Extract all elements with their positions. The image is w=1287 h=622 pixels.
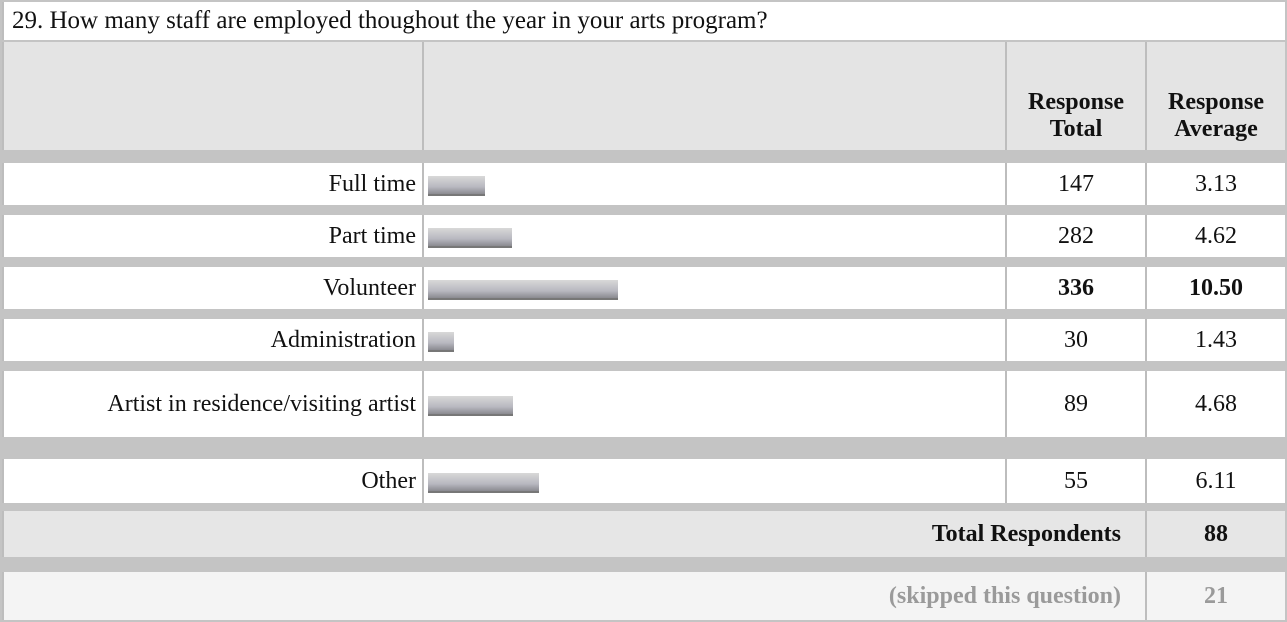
header-blank bbox=[2, 42, 422, 150]
bar-cell bbox=[422, 319, 1005, 361]
response-total: 30 bbox=[1005, 319, 1145, 361]
response-total: 282 bbox=[1005, 215, 1145, 257]
header-blank bbox=[422, 42, 1005, 150]
bar bbox=[428, 228, 512, 248]
row-label: Artist in residence/visiting artist bbox=[2, 371, 422, 437]
column-header: Response Average bbox=[1145, 42, 1285, 150]
bar-cell bbox=[422, 371, 1005, 437]
response-average: 10.50 bbox=[1145, 267, 1285, 309]
row-label: Administration bbox=[2, 319, 422, 361]
row-label: Other bbox=[2, 459, 422, 503]
bar bbox=[428, 176, 485, 196]
skipped-label: (skipped this question) bbox=[2, 572, 1145, 620]
response-total: 89 bbox=[1005, 371, 1145, 437]
bar bbox=[428, 473, 539, 493]
total-label: Total Respondents bbox=[2, 511, 1145, 557]
column-header: Response Total bbox=[1005, 42, 1145, 150]
response-average: 3.13 bbox=[1145, 163, 1285, 205]
row-label: Volunteer bbox=[2, 267, 422, 309]
response-average: 6.11 bbox=[1145, 459, 1285, 503]
skipped-value: 21 bbox=[1145, 572, 1285, 620]
response-total: 336 bbox=[1005, 267, 1145, 309]
row-label: Full time bbox=[2, 163, 422, 205]
response-total: 55 bbox=[1005, 459, 1145, 503]
question-title: 29. How many staff are employed thoughou… bbox=[2, 2, 1285, 40]
response-total: 147 bbox=[1005, 163, 1145, 205]
bar-cell bbox=[422, 215, 1005, 257]
response-average: 1.43 bbox=[1145, 319, 1285, 361]
row-label: Part time bbox=[2, 215, 422, 257]
total-value: 88 bbox=[1145, 511, 1285, 557]
bar bbox=[428, 280, 619, 300]
bar bbox=[428, 396, 513, 416]
response-average: 4.62 bbox=[1145, 215, 1285, 257]
bar bbox=[428, 332, 454, 352]
bar-cell bbox=[422, 163, 1005, 205]
response-average: 4.68 bbox=[1145, 371, 1285, 437]
